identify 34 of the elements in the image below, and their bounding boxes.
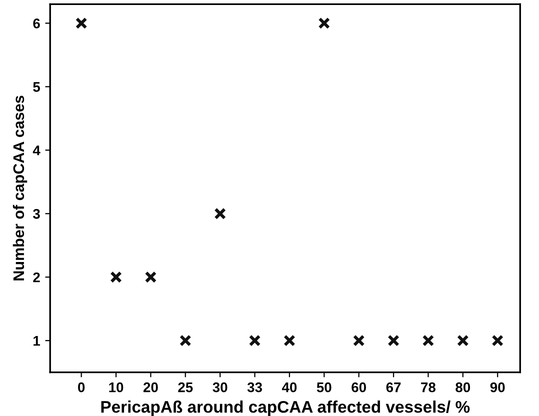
x-tick-label: 25: [178, 382, 193, 392]
point: [318, 17, 330, 30]
x-tick-label: 30: [212, 382, 228, 392]
point: [75, 17, 88, 30]
y-tick-label: 6: [33, 18, 40, 28]
point: [422, 334, 434, 347]
point: [352, 334, 365, 347]
y-tick-label: 3: [33, 208, 40, 219]
x-tick-label: 50: [316, 382, 332, 392]
y-tick-label: 1: [34, 336, 40, 346]
x-tick-label: 20: [143, 382, 158, 392]
x-tick-label: 10: [109, 382, 124, 392]
x-tick-label: 40: [282, 382, 297, 392]
x-axis-title: PericapAß around capCAA affected vessels/ %: [101, 400, 470, 416]
y-tick-label: 4: [32, 146, 40, 156]
point: [492, 334, 504, 347]
point: [214, 208, 226, 220]
x-tick-label: 0: [78, 382, 85, 392]
point: [284, 334, 296, 347]
x-tick-label: 67: [386, 382, 401, 392]
x-tick-label: 80: [456, 382, 470, 392]
x-tick-label: 60: [352, 382, 366, 392]
y-axis-title: Number of capCAA cases: [12, 96, 28, 280]
point: [144, 271, 157, 284]
point: [456, 334, 469, 347]
y-tick-label: 2: [33, 272, 40, 282]
point: [179, 334, 192, 347]
point: [388, 334, 400, 347]
x-tick-label: 33: [247, 382, 262, 392]
y-tick-label: 5: [33, 82, 40, 92]
point: [248, 334, 261, 347]
x-tick-label: 90: [490, 382, 505, 392]
x-tick-label: 78: [421, 382, 436, 392]
point: [110, 271, 122, 284]
